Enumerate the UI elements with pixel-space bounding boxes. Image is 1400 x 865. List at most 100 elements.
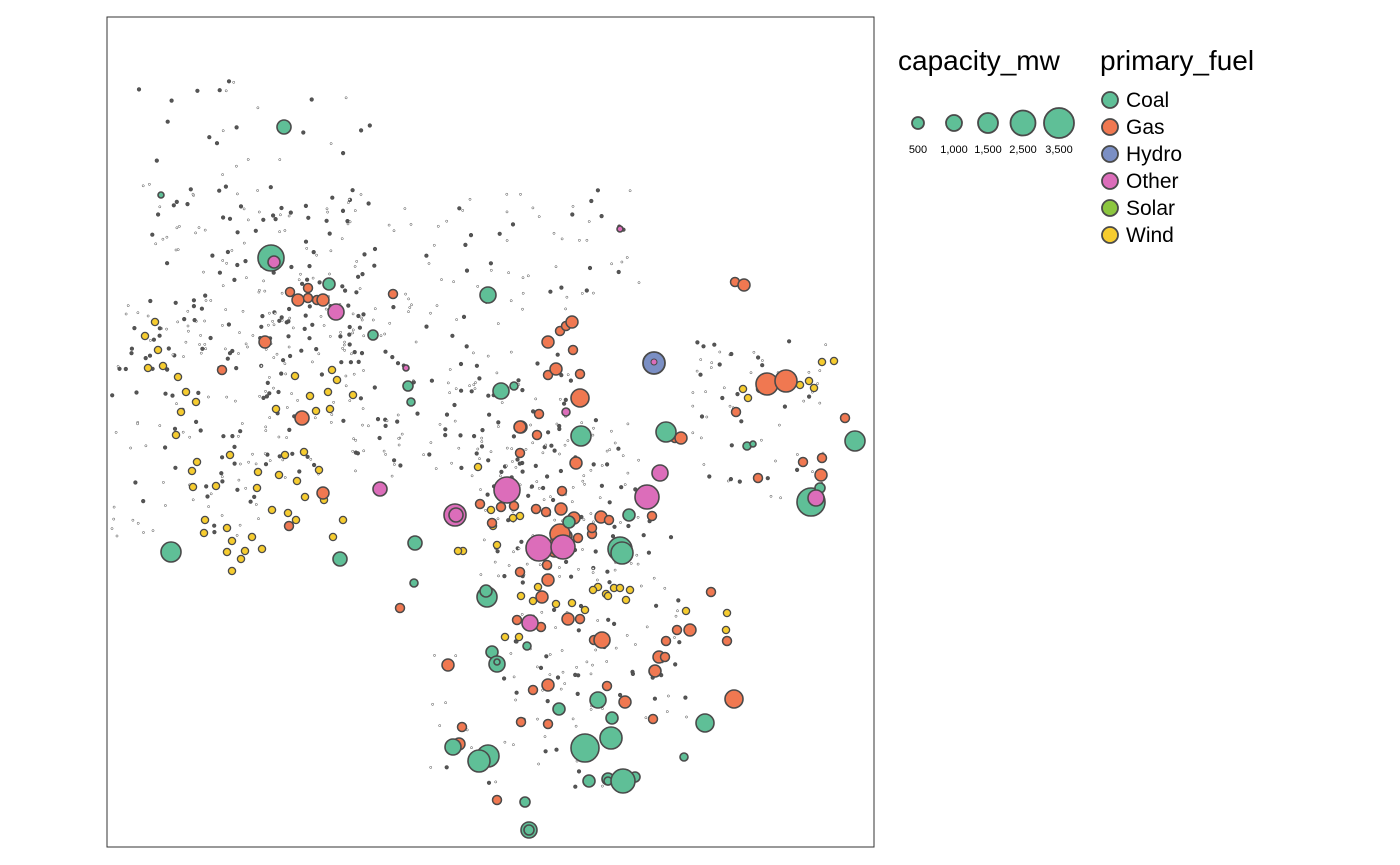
plant-marker-small — [591, 567, 595, 570]
plant-marker-small — [141, 184, 145, 188]
plant-marker-small — [264, 394, 270, 399]
plant-marker-small — [574, 724, 578, 728]
plant-marker-small — [478, 457, 481, 461]
plant-marker-small — [303, 239, 309, 244]
plant-marker-small — [161, 237, 165, 241]
plant-marker-small — [641, 533, 646, 538]
plant-marker-wind — [338, 515, 348, 525]
plant-marker-coal — [406, 397, 416, 407]
plant-marker-small — [511, 460, 514, 463]
plant-marker-small — [146, 314, 150, 318]
plant-marker-small — [353, 209, 357, 212]
plant-marker-small — [385, 419, 389, 423]
plant-marker-small — [356, 274, 361, 279]
plant-marker-gas — [570, 388, 590, 408]
plant-marker-wind — [247, 532, 257, 542]
plant-marker-small — [617, 692, 623, 698]
plant-marker-wind — [292, 476, 302, 486]
plant-marker-small — [391, 305, 396, 310]
plant-marker-small — [400, 432, 404, 436]
legend-fuel-key-solar — [1101, 199, 1119, 217]
plant-marker-small — [778, 423, 781, 427]
plant-marker-small — [542, 498, 546, 502]
plant-marker-small — [315, 253, 318, 257]
plant-marker-small — [352, 350, 357, 355]
plant-marker-small — [165, 119, 170, 124]
plant-marker-small — [613, 568, 617, 572]
plant-marker-small — [268, 185, 273, 190]
plant-markers — [110, 79, 866, 839]
plant-marker-wind — [192, 457, 202, 467]
plant-marker-small — [484, 508, 487, 512]
legend-capacity-key-2500 — [1009, 109, 1037, 137]
plant-marker-small — [352, 372, 356, 376]
plant-marker-small — [499, 474, 502, 478]
legend-capacity-key-1000 — [945, 114, 963, 132]
plant-marker-small — [621, 454, 625, 458]
plant-marker-small — [707, 474, 712, 479]
plant-marker-small — [170, 393, 175, 398]
plant-marker-small — [347, 342, 352, 347]
plant-marker-small — [129, 351, 134, 356]
plant-marker-gas — [721, 635, 733, 647]
plant-marker-small — [395, 419, 400, 424]
plant-marker-small — [397, 443, 401, 447]
plant-marker-small — [330, 413, 334, 416]
plant-marker-gas — [839, 412, 851, 424]
plant-marker-small — [235, 262, 240, 268]
plant-marker-small — [264, 389, 267, 393]
plant-marker-small — [605, 449, 609, 453]
plant-marker-wind — [187, 466, 197, 476]
plant-marker-small — [246, 158, 250, 161]
plant-marker-small — [392, 229, 396, 233]
plant-marker-small — [806, 394, 812, 399]
plant-marker-small — [317, 352, 321, 356]
plant-marker-small — [195, 88, 200, 93]
plant-marker-small — [361, 407, 365, 410]
plant-marker-small — [287, 345, 291, 349]
plant-marker-small — [347, 198, 351, 201]
plant-marker-small — [277, 318, 282, 323]
plant-marker-coal — [570, 733, 600, 763]
plant-marker-wind — [222, 547, 232, 557]
plant-marker-small — [244, 486, 248, 490]
plant-marker-wind — [143, 363, 153, 373]
plant-marker-gas — [556, 485, 568, 497]
plant-marker-small — [285, 436, 288, 439]
plant-marker-other — [561, 407, 571, 417]
legend-fuel-label-hydro: Hydro — [1126, 143, 1182, 166]
plant-marker-small — [591, 663, 594, 667]
plant-marker-small — [676, 598, 681, 603]
plant-marker-other — [448, 507, 464, 523]
plant-marker-small — [287, 427, 292, 433]
plant-marker-small — [235, 487, 240, 492]
plant-marker-small — [324, 218, 329, 223]
plant-marker-small — [585, 238, 589, 242]
plant-marker-small — [607, 580, 612, 585]
plant-marker-small — [573, 784, 578, 789]
plant-marker-coal — [622, 508, 636, 522]
plant-marker-wind — [809, 383, 819, 393]
plant-marker-small — [552, 231, 556, 235]
plant-marker-small — [212, 529, 217, 535]
plant-marker-small — [468, 384, 471, 388]
plant-marker-small — [505, 446, 509, 450]
plant-marker-wind — [738, 384, 748, 394]
plant-marker-small — [355, 451, 361, 456]
plant-marker-small — [382, 449, 386, 453]
plant-marker-small — [554, 265, 558, 269]
plant-marker-coal — [679, 752, 689, 762]
plant-marker-small — [563, 443, 567, 447]
plant-marker-small — [240, 422, 244, 425]
plant-marker-small — [301, 130, 306, 135]
plant-marker-gas — [549, 362, 563, 376]
plant-marker-small — [515, 457, 520, 462]
plant-marker-small — [545, 698, 550, 704]
plant-marker-coal — [570, 425, 592, 447]
plant-marker-other — [402, 364, 410, 372]
plant-marker-small — [533, 463, 538, 469]
plant-marker-gas — [535, 590, 549, 604]
plant-marker-wind — [267, 505, 277, 515]
plant-marker-small — [503, 740, 507, 744]
plant-marker-other — [550, 534, 576, 560]
